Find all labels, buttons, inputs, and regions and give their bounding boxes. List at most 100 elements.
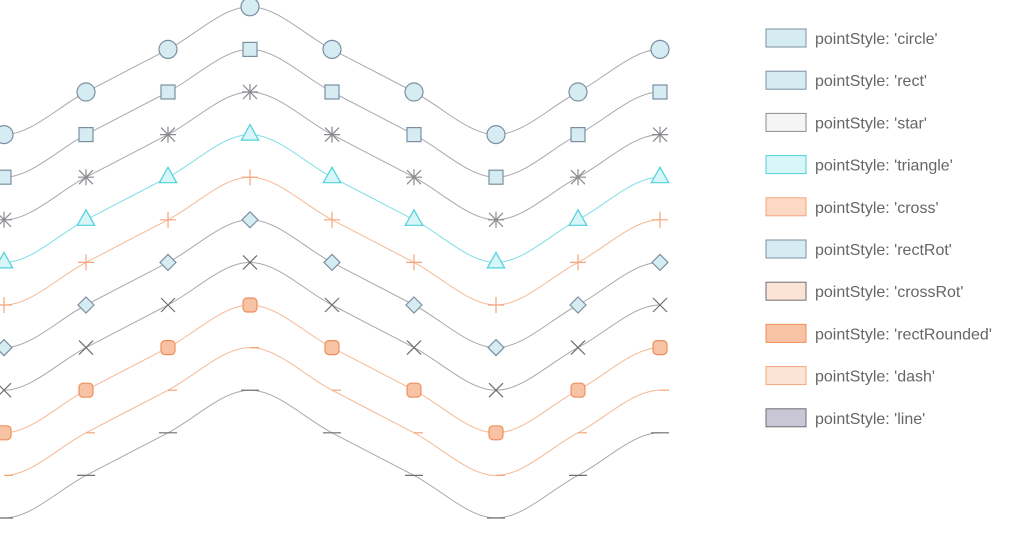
series-line-circle xyxy=(3,6,661,136)
data-point-rectRot-6 xyxy=(487,338,505,357)
legend-swatch xyxy=(765,197,807,217)
data-point-rect-5 xyxy=(406,126,422,143)
series-line-line xyxy=(3,389,661,519)
data-point-rectRounded-7 xyxy=(570,382,586,398)
data-point-rect-6 xyxy=(488,169,504,185)
legend-label: pointStyle: 'dash' xyxy=(815,369,935,386)
legend-item-rectRounded[interactable]: pointStyle: 'rectRounded' xyxy=(765,323,992,343)
data-point-rectRot-7 xyxy=(569,296,587,314)
data-point-cross-4 xyxy=(324,211,340,228)
data-point-rectRounded-1 xyxy=(78,382,94,398)
data-point-circle-8 xyxy=(650,39,670,60)
legend-label: pointStyle: 'circle' xyxy=(815,31,938,48)
data-point-cross-7 xyxy=(570,254,586,271)
series-line-rectRot xyxy=(3,219,661,349)
series-line-crossRot xyxy=(3,261,661,391)
series-rect xyxy=(0,41,668,185)
data-point-triangle-0 xyxy=(0,251,14,269)
data-point-cross-6 xyxy=(488,297,504,313)
data-point-rect-7 xyxy=(570,126,586,143)
series-crossRot xyxy=(0,254,668,398)
series-triangle xyxy=(0,123,670,269)
data-point-rectRot-0 xyxy=(0,338,13,357)
series-cross xyxy=(0,169,668,313)
legend-item-star[interactable]: pointStyle: 'star' xyxy=(765,112,927,132)
series-line xyxy=(0,389,669,519)
legend-item-crossRot[interactable]: pointStyle: 'crossRot' xyxy=(765,281,963,301)
legend-label: pointStyle: 'rectRounded' xyxy=(815,326,992,343)
data-point-star-8 xyxy=(652,126,668,143)
data-point-rect-8 xyxy=(652,84,668,100)
data-point-rectRot-2 xyxy=(159,253,177,272)
series-rectRot xyxy=(0,210,669,357)
data-point-cross-3 xyxy=(242,169,258,186)
series-line-star xyxy=(3,91,661,221)
data-point-rectRot-5 xyxy=(405,296,423,314)
legend-swatch xyxy=(765,366,807,386)
legend-item-cross[interactable]: pointStyle: 'cross' xyxy=(765,197,939,217)
legend-swatch xyxy=(765,155,807,175)
data-point-crossRot-0 xyxy=(0,382,12,398)
data-point-crossRot-1 xyxy=(78,340,94,356)
data-point-triangle-7 xyxy=(568,208,588,226)
legend-label: pointStyle: 'triangle' xyxy=(815,158,953,175)
data-point-star-0 xyxy=(0,211,12,228)
data-point-star-4 xyxy=(324,126,340,143)
legend-item-rect[interactable]: pointStyle: 'rect' xyxy=(765,70,927,90)
data-point-rect-3 xyxy=(242,41,258,58)
series-circle xyxy=(0,0,670,145)
legend: pointStyle: 'circle' pointStyle: 'rect' po… xyxy=(765,28,992,428)
data-point-triangle-8 xyxy=(650,165,670,184)
data-point-cross-2 xyxy=(160,211,176,228)
legend-swatch xyxy=(765,239,807,259)
data-point-circle-6 xyxy=(486,125,506,145)
data-point-star-7 xyxy=(570,169,586,186)
legend-swatch xyxy=(765,323,807,343)
data-point-cross-1 xyxy=(78,254,94,271)
data-point-triangle-4 xyxy=(322,165,342,184)
data-point-circle-2 xyxy=(158,39,178,60)
data-point-crossRot-4 xyxy=(324,297,340,313)
data-point-circle-1 xyxy=(76,82,96,102)
data-point-rectRounded-0 xyxy=(0,425,12,441)
legend-swatch xyxy=(765,281,807,301)
series-rectRounded xyxy=(0,297,668,441)
data-point-star-2 xyxy=(160,126,176,143)
plot-area xyxy=(0,0,670,519)
legend-item-circle[interactable]: pointStyle: 'circle' xyxy=(765,28,938,48)
data-point-triangle-3 xyxy=(240,123,260,141)
data-point-rectRounded-6 xyxy=(488,425,504,441)
series-star xyxy=(0,84,668,228)
legend-item-dash[interactable]: pointStyle: 'dash' xyxy=(765,366,935,386)
data-point-crossRot-6 xyxy=(488,382,504,398)
legend-item-line[interactable]: pointStyle: 'line' xyxy=(765,408,925,428)
series-dash xyxy=(3,347,669,476)
legend-label: pointStyle: 'star' xyxy=(815,115,927,132)
legend-label: pointStyle: 'crossRot' xyxy=(815,284,963,301)
series-line-rectRounded xyxy=(3,304,661,434)
series-line-dash xyxy=(3,347,661,476)
data-point-rectRounded-4 xyxy=(324,340,340,356)
data-point-circle-4 xyxy=(322,39,342,60)
data-point-crossRot-3 xyxy=(242,254,258,270)
data-point-rectRounded-3 xyxy=(242,297,258,313)
legend-item-triangle[interactable]: pointStyle: 'triangle' xyxy=(765,155,953,175)
data-point-cross-5 xyxy=(406,254,422,271)
data-point-rect-4 xyxy=(324,84,340,100)
legend-item-rectRot[interactable]: pointStyle: 'rectRot' xyxy=(765,239,952,259)
data-point-circle-7 xyxy=(568,82,588,102)
data-point-triangle-6 xyxy=(486,251,506,269)
data-point-crossRot-2 xyxy=(160,297,176,313)
data-point-rectRot-3 xyxy=(241,210,259,229)
data-point-rectRot-1 xyxy=(77,296,95,314)
data-point-crossRot-5 xyxy=(406,340,422,356)
data-point-rectRounded-2 xyxy=(160,340,176,356)
series-line-cross xyxy=(3,176,661,306)
data-point-rect-1 xyxy=(78,126,94,143)
data-point-rectRounded-5 xyxy=(406,382,422,398)
data-point-circle-3 xyxy=(240,0,260,17)
data-point-rect-0 xyxy=(0,169,12,185)
data-point-rectRot-4 xyxy=(323,253,341,272)
data-point-crossRot-7 xyxy=(570,340,586,356)
legend-swatch xyxy=(765,408,807,428)
